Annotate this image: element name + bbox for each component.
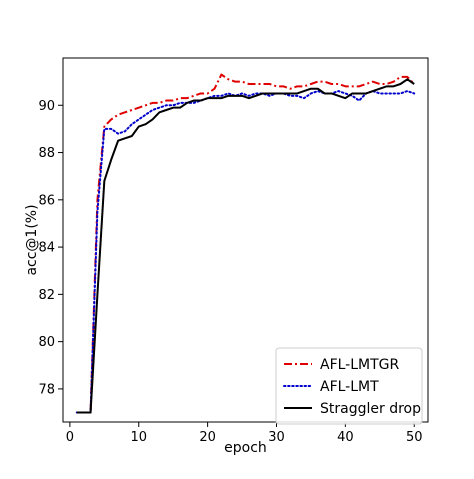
y-tick-label: 82 [38,288,55,303]
series-line-1 [75,90,416,414]
y-tick-label: 78 [38,382,55,397]
x-tick-label: 10 [130,430,147,445]
x-tick-label: 50 [406,430,423,445]
series-line-2 [76,78,415,414]
axes: 0 10 20 30 40 50 78 80 82 84 86 88 90 epoch acc@1(%) [24,57,429,456]
legend-label-1: AFL-LMT [320,379,379,395]
legend: AFL-LMTGR AFL-LMT Straggler drop [275,347,423,425]
legend-label-2: Straggler drop [320,401,421,417]
legend-label-0: AFL-LMTGR [320,357,400,373]
y-tick-label: 80 [38,335,55,350]
y-axis-label: acc@1(%) [24,204,40,275]
y-tick-label: 90 [38,99,55,114]
x-tick-label: 20 [199,430,216,445]
y-tick-label: 84 [38,241,55,256]
x-tick-label: 0 [66,430,74,445]
y-tick-label: 88 [38,146,55,161]
y-tick-label: 86 [38,193,55,208]
series-line-0 [76,73,415,414]
x-tick-label: 30 [268,430,285,445]
x-tick-label: 40 [337,430,354,445]
legend-box [275,347,423,425]
x-axis-label: epoch [224,440,267,456]
plot-area [75,73,416,414]
plot-frame [62,57,429,423]
